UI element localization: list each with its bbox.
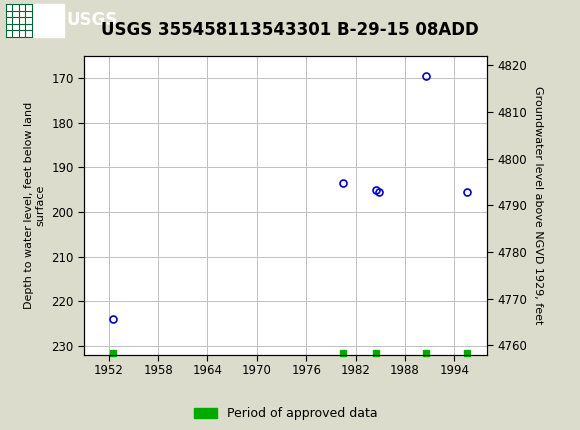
Y-axis label: Depth to water level, feet below land
surface: Depth to water level, feet below land su…	[24, 102, 46, 309]
FancyBboxPatch shape	[6, 4, 64, 37]
Text: USGS: USGS	[67, 12, 118, 29]
Legend: Period of approved data: Period of approved data	[194, 407, 377, 420]
Y-axis label: Groundwater level above NGVD 1929, feet: Groundwater level above NGVD 1929, feet	[533, 86, 543, 325]
Text: USGS 355458113543301 B-29-15 08ADD: USGS 355458113543301 B-29-15 08ADD	[101, 21, 479, 39]
